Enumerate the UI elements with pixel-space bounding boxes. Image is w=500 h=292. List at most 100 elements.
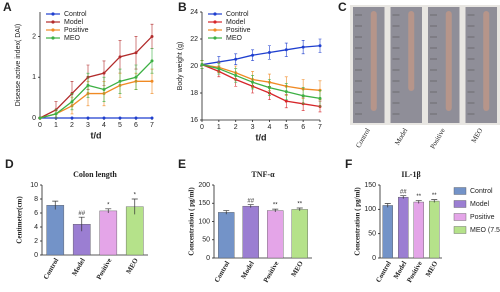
error-bar <box>105 208 112 213</box>
x-tick-label: 6 <box>301 124 305 131</box>
y-tick-label: 16 <box>190 117 198 124</box>
point <box>134 75 138 79</box>
point <box>134 51 138 55</box>
point <box>150 116 154 120</box>
legend-swatch <box>453 213 467 221</box>
x-tick-label: 5 <box>284 124 288 131</box>
significance-mark: ## <box>400 189 407 195</box>
y-tick-label: 0 <box>206 255 210 262</box>
point <box>150 79 154 83</box>
error-bar <box>78 216 85 232</box>
x-tick-label: MEO <box>125 256 141 275</box>
bar <box>242 205 259 259</box>
y-tick-label: 4 <box>34 224 38 231</box>
legend-marker <box>213 20 217 24</box>
photo-label: Positive <box>429 127 447 151</box>
point <box>38 116 42 120</box>
legend-marker <box>51 28 55 32</box>
point <box>318 44 322 48</box>
legend-marker <box>213 36 217 40</box>
x-tick-label: 7 <box>318 124 322 131</box>
legend-label: Model <box>470 201 490 208</box>
point <box>234 73 238 77</box>
legend-label: Positive <box>64 27 89 34</box>
point <box>267 86 271 90</box>
point <box>200 63 204 67</box>
point <box>217 67 221 71</box>
colon-tissue <box>408 11 415 91</box>
point <box>118 55 122 59</box>
colon-tissue <box>445 11 452 111</box>
colon-tissue <box>370 11 377 111</box>
panel-letter: F <box>345 157 352 171</box>
bar <box>46 205 65 256</box>
y-tick-label: 18 <box>190 90 198 97</box>
error-bar <box>431 199 438 203</box>
legend-label: MEO <box>64 35 81 42</box>
y-tick-label: 0 <box>34 252 38 259</box>
ruler-photo <box>390 7 422 123</box>
significance-mark: * <box>107 202 110 208</box>
x-tick-label: Model <box>70 257 86 278</box>
ruler-photo <box>428 7 460 123</box>
y-tick-label: 10 <box>30 182 38 189</box>
x-tick-label: Control <box>42 257 61 281</box>
point <box>70 100 74 104</box>
x-tick-label: 2 <box>234 124 238 131</box>
legend-label: Positive <box>226 27 251 34</box>
y-axis-label: Concentration ( pg/ml) <box>354 187 362 256</box>
legend-swatch <box>453 200 467 208</box>
y-tick-label: 150 <box>364 182 376 189</box>
legend-marker <box>213 12 217 16</box>
legend-swatch <box>453 226 467 234</box>
panel-letter: C <box>338 0 347 14</box>
x-tick-label: 1 <box>217 124 221 131</box>
y-tick-label: 2 <box>34 238 38 245</box>
bar <box>267 210 284 259</box>
x-tick-label: Positive <box>262 260 281 284</box>
legend-label: Control <box>470 188 493 195</box>
y-tick-label: 2 <box>32 33 36 40</box>
x-tick-label: Control <box>213 260 232 284</box>
error-bar <box>223 210 230 215</box>
y-tick-label: 100 <box>364 206 376 213</box>
point <box>102 116 106 120</box>
y-tick-label: 24 <box>190 9 198 16</box>
point <box>102 87 106 91</box>
error-bar <box>296 207 303 211</box>
point <box>118 79 122 83</box>
legend-label: MEO (7.5 mg/kg) <box>470 227 500 234</box>
x-axis-label: t/d <box>256 132 267 142</box>
error-bar <box>384 203 391 208</box>
point <box>150 34 154 38</box>
x-tick-label: 2 <box>70 122 74 129</box>
x-tick-label: 5 <box>118 122 122 129</box>
point <box>70 116 74 120</box>
colon-tissue <box>483 11 490 111</box>
significance-mark: ** <box>297 202 302 208</box>
series-line <box>201 64 321 100</box>
legend-swatch <box>453 187 467 195</box>
error-bar <box>272 208 279 213</box>
bar <box>429 200 440 259</box>
panel-letter: A <box>3 0 12 14</box>
bar <box>382 205 393 259</box>
bar <box>99 210 118 256</box>
legend-label: Model <box>226 19 246 26</box>
x-tick-label: 4 <box>102 122 106 129</box>
panel-letter: E <box>178 157 186 171</box>
y-axis-label: Concentration ( pg/ml) <box>188 187 196 256</box>
y-tick-label: 0 <box>32 115 36 122</box>
x-tick-label: Positive <box>405 260 424 284</box>
x-tick-label: 4 <box>267 124 271 131</box>
y-tick-label: 50 <box>202 237 210 244</box>
legend-marker <box>51 20 55 24</box>
point <box>267 51 271 54</box>
y-tick-label: 22 <box>190 36 198 43</box>
x-tick-label: Control <box>374 260 393 284</box>
bar <box>218 212 235 259</box>
y-tick-label: 200 <box>198 182 210 189</box>
panel-letter: B <box>178 0 187 14</box>
